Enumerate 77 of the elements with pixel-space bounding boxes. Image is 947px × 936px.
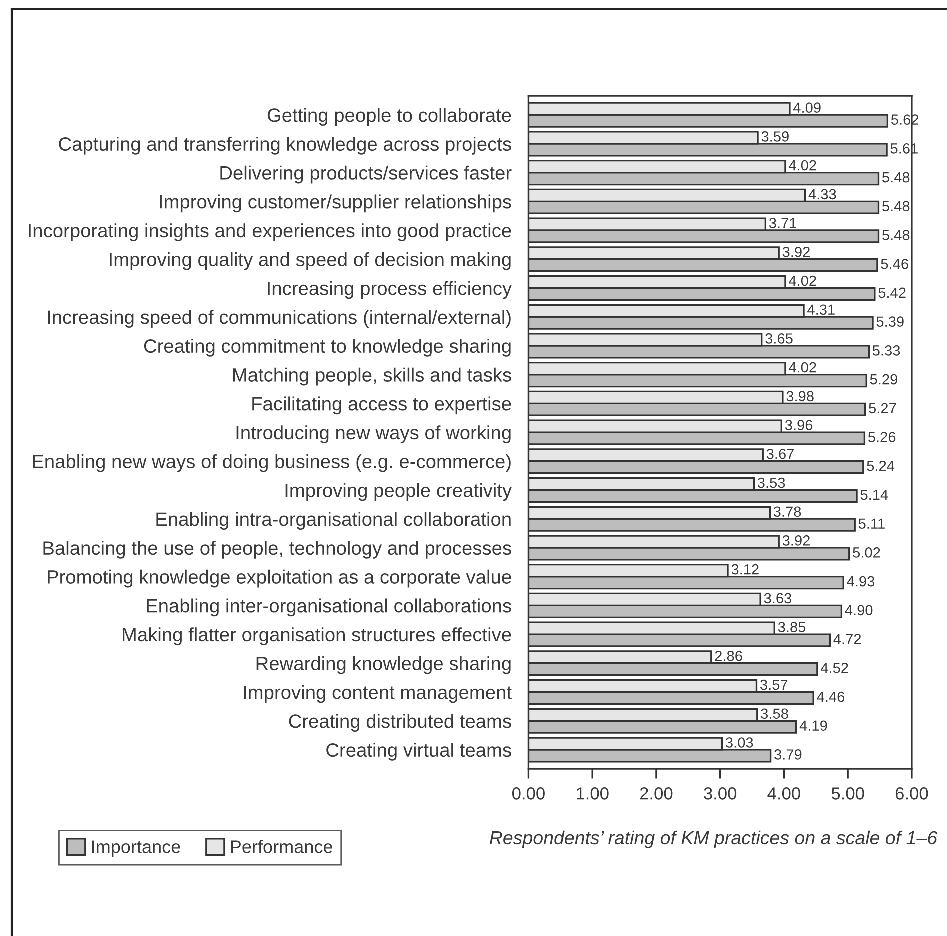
y-tick-label: Balancing the use of people, technology and processes bbox=[44, 541, 512, 559]
y-tick-label: Creating commitment to knowledge sharing bbox=[144, 339, 511, 357]
data-label: 5.24 bbox=[867, 460, 895, 472]
data-label: 5.46 bbox=[881, 258, 908, 270]
x-tick-label: 1.00 bbox=[577, 788, 609, 800]
data-label: 5.48 bbox=[882, 201, 910, 212]
y-tick-label: Incorporating insights and experiences into good practice bbox=[29, 224, 512, 242]
data-label: 4.02 bbox=[789, 276, 816, 286]
data-label: 4.46 bbox=[817, 692, 845, 702]
data-label: 3.57 bbox=[760, 680, 788, 690]
data-label: 3.63 bbox=[764, 593, 792, 604]
y-tick-label: Improving customer/supplier relationships bbox=[160, 194, 512, 213]
data-label: 4.52 bbox=[820, 662, 848, 674]
y-tick-label: Making flatter organisation structures effective bbox=[123, 628, 512, 646]
data-label: 2.86 bbox=[715, 650, 742, 662]
data-label: 3.59 bbox=[762, 132, 789, 142]
y-tick-label: Delivering products/services faster bbox=[220, 166, 512, 184]
data-label: 5.26 bbox=[868, 432, 896, 442]
data-label: 3.03 bbox=[726, 738, 754, 748]
data-label: 5.39 bbox=[876, 316, 904, 327]
y-tick-label: Enabling intra-organisational collaboration bbox=[156, 512, 511, 530]
data-label: 4.02 bbox=[789, 160, 816, 171]
data-label: 3.65 bbox=[766, 334, 793, 344]
y-tick-label: Promoting knowledge exploitation as a corporate value bbox=[48, 570, 512, 588]
data-label: 4.93 bbox=[847, 576, 875, 587]
data-label: 4.33 bbox=[808, 189, 836, 200]
y-tick-label: Creating virtual teams bbox=[326, 743, 512, 761]
data-label: 4.90 bbox=[845, 605, 873, 616]
y-tick-label: Facilitating access to expertise bbox=[252, 396, 512, 415]
x-tick-label: 5.00 bbox=[832, 788, 864, 800]
data-label: 5.14 bbox=[860, 490, 888, 500]
data-label: 4.31 bbox=[808, 304, 835, 316]
data-label: 3.85 bbox=[778, 622, 806, 632]
data-label: 3.92 bbox=[782, 246, 810, 258]
data-label: 5.48 bbox=[882, 230, 910, 240]
data-label: 3.78 bbox=[774, 506, 802, 518]
data-label: 5.48 bbox=[882, 172, 910, 183]
legend-label: Performance bbox=[231, 840, 332, 854]
y-tick-label: Increasing speed of communications (internal/external) bbox=[48, 310, 511, 328]
y-tick-label: Rewarding knowledge sharing bbox=[256, 656, 511, 674]
x-tick-label: 2.00 bbox=[640, 788, 673, 800]
data-label: 3.71 bbox=[769, 218, 797, 228]
data-label: 5.29 bbox=[870, 374, 898, 385]
y-tick-label: Enabling new ways of doing business (e.g. e-commerce) bbox=[33, 454, 511, 472]
y-tick-label: Getting people to collaborate bbox=[268, 108, 512, 126]
x-tick-label: 4.00 bbox=[768, 788, 800, 800]
data-label: 5.33 bbox=[872, 346, 900, 356]
data-label: 5.27 bbox=[869, 403, 896, 414]
data-label: 4.72 bbox=[834, 634, 862, 644]
data-label: 3.58 bbox=[761, 708, 788, 720]
data-label: 4.09 bbox=[793, 102, 821, 114]
data-label: 3.67 bbox=[766, 448, 794, 460]
x-tick-label: 6.00 bbox=[896, 788, 928, 800]
data-label: 3.98 bbox=[786, 391, 814, 402]
x-tick-label: 3.00 bbox=[704, 788, 737, 800]
y-tick-label: Matching people, skills and tasks bbox=[233, 368, 512, 386]
data-label: 4.02 bbox=[789, 362, 816, 373]
text: Respondents’ rating of KM practices on a scale of 1–6 bbox=[490, 830, 938, 848]
y-tick-label: Capturing and transferring knowledge across projects bbox=[59, 136, 512, 155]
y-tick-label: Improving content management bbox=[244, 685, 512, 704]
y-tick-label: Increasing process efficiency bbox=[268, 281, 512, 300]
y-tick-label: Creating distributed teams bbox=[289, 714, 512, 732]
x-tick-label: 0.00 bbox=[512, 788, 545, 800]
data-label: 5.42 bbox=[878, 288, 906, 298]
data-label: 3.12 bbox=[732, 564, 759, 575]
data-label: 3.79 bbox=[774, 750, 802, 760]
data-label: 5.02 bbox=[853, 548, 880, 558]
data-label: 4.19 bbox=[800, 720, 828, 732]
data-label: 5.11 bbox=[858, 518, 885, 530]
y-tick-label: Enabling inter-organisational collaborations bbox=[147, 598, 512, 617]
data-label: 3.53 bbox=[758, 478, 786, 488]
y-tick-label: Introducing new ways of working bbox=[236, 426, 511, 444]
y-tick-label: Improving people creativity bbox=[286, 483, 512, 502]
y-tick-label: Improving quality and speed of decision making bbox=[110, 252, 511, 270]
data-label: 3.96 bbox=[785, 420, 813, 430]
legend-label: Importance bbox=[92, 840, 180, 857]
data-label: 3.92 bbox=[782, 536, 810, 546]
